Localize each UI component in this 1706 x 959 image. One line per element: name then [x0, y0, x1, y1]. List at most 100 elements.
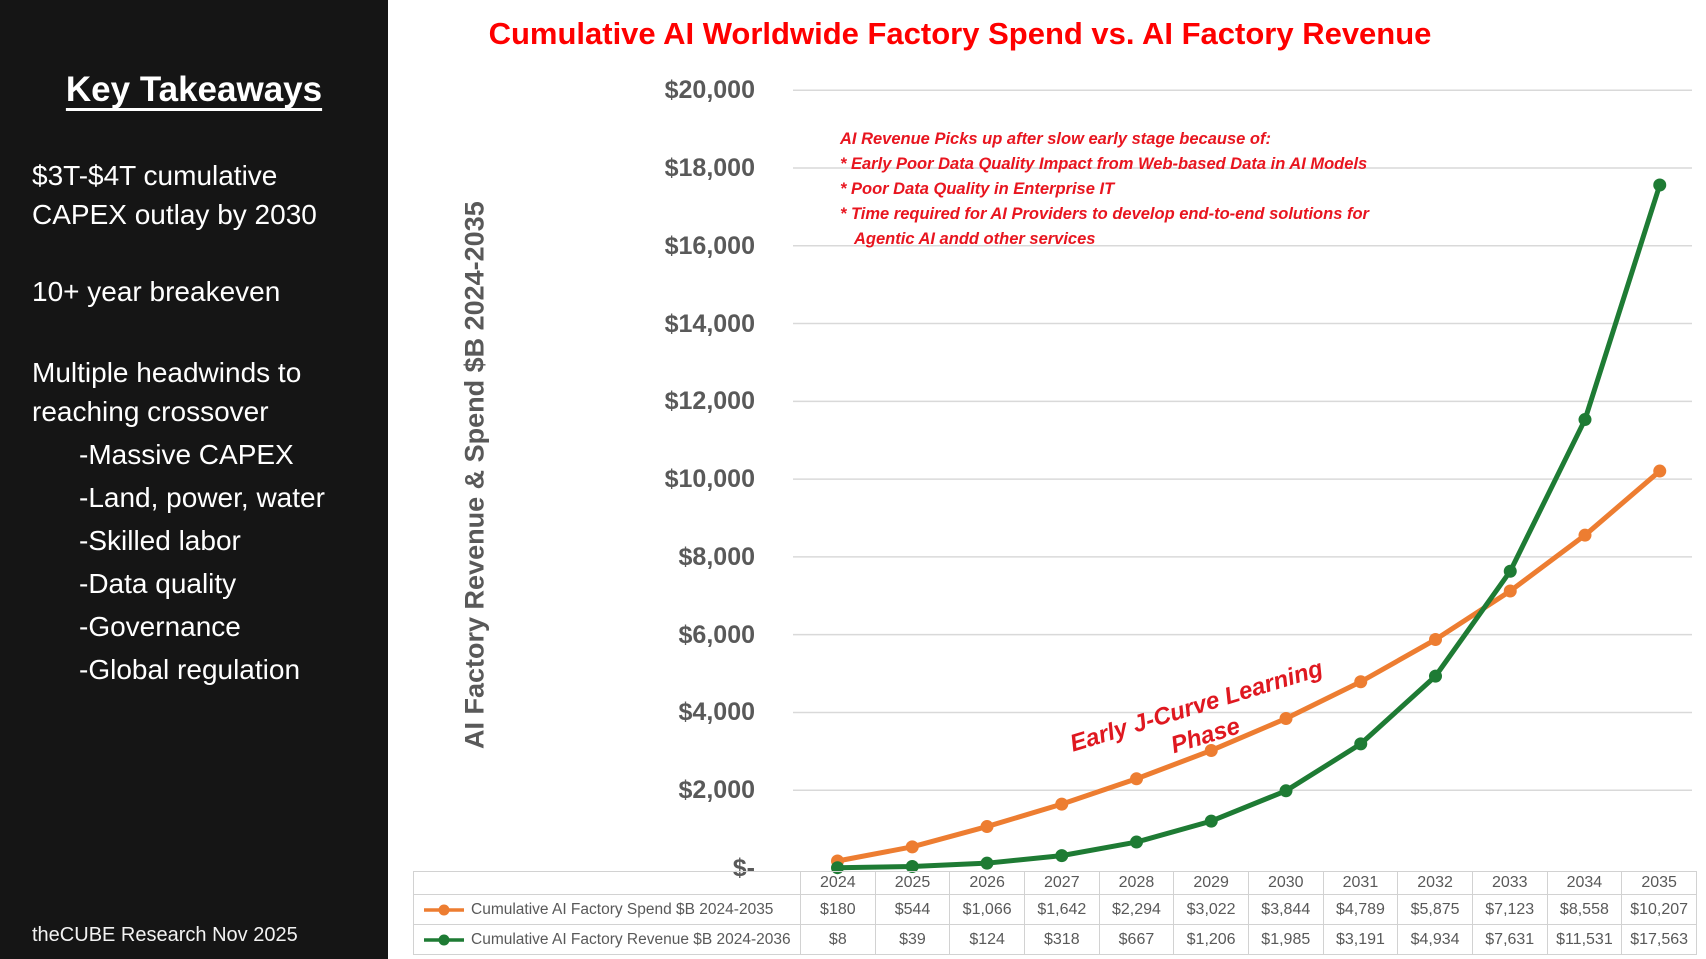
- year-header-cell: 2035: [1621, 871, 1697, 895]
- value-cell: $544: [874, 894, 951, 925]
- chart-data-table: 2024 2025 2026 2027 2028 2029 2030 2031 2032 2033…: [413, 871, 1697, 955]
- y-tick-label: $2,000: [678, 776, 755, 805]
- year-header-cell: 2029: [1173, 871, 1249, 895]
- value-cell: $4,934: [1397, 924, 1473, 955]
- headwind-item: -Data quality: [79, 568, 237, 599]
- value-cell: $667: [1098, 924, 1175, 955]
- legend-line-marker-icon: [424, 904, 464, 915]
- sidebar-title: Key Takeaways: [65, 70, 323, 109]
- annotation-line: AI Revenue Picks up after slow early sta…: [840, 130, 1271, 148]
- data-point-marker: [1578, 413, 1592, 427]
- value-cell: $1,985: [1247, 924, 1324, 955]
- data-point-marker: [1055, 849, 1069, 863]
- data-point-marker: [980, 856, 994, 870]
- table-corner-cell: [413, 871, 801, 895]
- data-point-marker: [1204, 743, 1218, 757]
- y-tick-label: $18,000: [664, 153, 755, 182]
- value-cell: $8: [800, 924, 876, 955]
- value-cell: $1,206: [1173, 924, 1249, 955]
- data-point-marker: [905, 859, 919, 873]
- chart-title: Cumulative AI Worldwide Factory Spend vs…: [488, 16, 1432, 51]
- year-header-cell: 2032: [1397, 871, 1473, 895]
- annotation-line: * Early Poor Data Quality Impact from We…: [840, 155, 1368, 173]
- value-cell: $5,875: [1397, 894, 1473, 925]
- year-header-cell: 2024: [800, 871, 876, 895]
- data-point-marker: [1130, 835, 1143, 849]
- attribution-text: theCUBE Research Nov 2025: [32, 924, 298, 946]
- legend-label: Cumulative AI Factory Spend $B 2024-2035: [471, 900, 774, 918]
- headwind-item: -Global regulation: [79, 654, 301, 685]
- takeaway-breakeven: 10+ year breakeven: [32, 276, 281, 307]
- value-cell: $7,631: [1471, 924, 1548, 955]
- data-point-marker: [1279, 784, 1293, 798]
- y-tick-label: $10,000: [664, 465, 755, 494]
- data-point-marker: [1354, 737, 1368, 751]
- data-point-marker: [1503, 564, 1517, 578]
- value-cell: $318: [1023, 924, 1100, 955]
- data-point-marker: [1279, 712, 1293, 726]
- data-point-marker: [831, 861, 844, 875]
- chart-annotation: AI Revenue Picks up after slow early sta…: [840, 127, 1380, 252]
- data-point-marker: [1354, 675, 1368, 689]
- y-tick-label: $6,000: [678, 620, 755, 649]
- annotation-line: * Time required for AI Providers to deve…: [840, 205, 1369, 223]
- y-tick-label: $12,000: [664, 387, 755, 416]
- data-point-marker: [1204, 814, 1218, 828]
- annotation-line: * Poor Data Quality in Enterprise IT: [840, 180, 1115, 198]
- data-point-marker: [1653, 178, 1667, 192]
- value-cell: $8,558: [1546, 894, 1623, 925]
- sidebar: Key Takeaways $3T-$4T cumulative CAPEX o…: [0, 0, 388, 959]
- sidebar-body: $3T-$4T cumulative CAPEX outlay by 2030 …: [32, 156, 388, 691]
- headwind-item: -Land, power, water: [79, 482, 325, 513]
- legend-label: Cumulative AI Factory Revenue $B 2024-20…: [471, 930, 791, 948]
- value-cell: $3,022: [1173, 894, 1249, 925]
- value-cell: $3,191: [1322, 924, 1399, 955]
- year-header-cell: 2033: [1471, 871, 1548, 895]
- y-tick-label: $4,000: [678, 698, 755, 727]
- value-cell: $1,066: [949, 894, 1025, 925]
- legend-cell: Cumulative AI Factory Revenue $B 2024-20…: [413, 924, 801, 955]
- data-point-marker: [905, 840, 919, 854]
- chart-plot: [793, 89, 1692, 875]
- value-cell: $7,123: [1471, 894, 1548, 925]
- year-header-cell: 2026: [949, 871, 1025, 895]
- value-cell: $124: [949, 924, 1025, 955]
- y-tick-label: $8,000: [678, 542, 755, 571]
- series-line-revenue: [835, 182, 1663, 871]
- value-cell: $1,642: [1023, 894, 1100, 925]
- headwind-item: -Governance: [79, 611, 241, 642]
- takeaway-capex: $3T-$4T cumulative CAPEX outlay by 2030: [32, 160, 317, 230]
- year-header-cell: 2028: [1098, 871, 1175, 895]
- year-header-cell: 2031: [1322, 871, 1399, 895]
- year-header-cell: 2030: [1247, 871, 1324, 895]
- headwind-item: -Skilled labor: [79, 525, 241, 556]
- value-cell: $3,844: [1247, 894, 1324, 925]
- value-cell: $2,294: [1098, 894, 1175, 925]
- legend-cell: Cumulative AI Factory Spend $B 2024-2035: [413, 894, 801, 925]
- year-header-cell: 2034: [1546, 871, 1623, 895]
- y-tick-label: $20,000: [664, 76, 755, 105]
- value-cell: $11,531: [1546, 924, 1623, 955]
- value-cell: $4,789: [1322, 894, 1399, 925]
- data-point-marker: [1429, 633, 1442, 647]
- y-axis-title: AI Factory Revenue & Spend $B 2024-2035: [459, 201, 490, 749]
- data-point-marker: [1429, 669, 1442, 683]
- data-point-marker: [1653, 464, 1667, 478]
- data-point-marker: [1503, 584, 1517, 598]
- series-line-spend: [835, 468, 1663, 864]
- value-cell: $10,207: [1621, 894, 1697, 925]
- value-cell: $180: [800, 894, 876, 925]
- legend-line-marker-icon: [424, 934, 464, 945]
- year-header-cell: 2027: [1023, 871, 1100, 895]
- table-row: Cumulative AI Factory Revenue $B 2024-20…: [413, 924, 1697, 955]
- value-cell: $17,563: [1621, 924, 1697, 955]
- table-row: Cumulative AI Factory Spend $B 2024-2035…: [413, 894, 1697, 925]
- value-cell: $39: [874, 924, 951, 955]
- annotation-line: Agentic AI andd other services: [854, 230, 1096, 248]
- y-tick-label: $16,000: [664, 231, 755, 260]
- data-point-marker: [1055, 797, 1069, 811]
- headwind-item: -Massive CAPEX: [79, 439, 294, 470]
- data-point-marker: [980, 820, 994, 834]
- takeaway-headwinds: Multiple headwinds to reaching crossover: [32, 357, 302, 427]
